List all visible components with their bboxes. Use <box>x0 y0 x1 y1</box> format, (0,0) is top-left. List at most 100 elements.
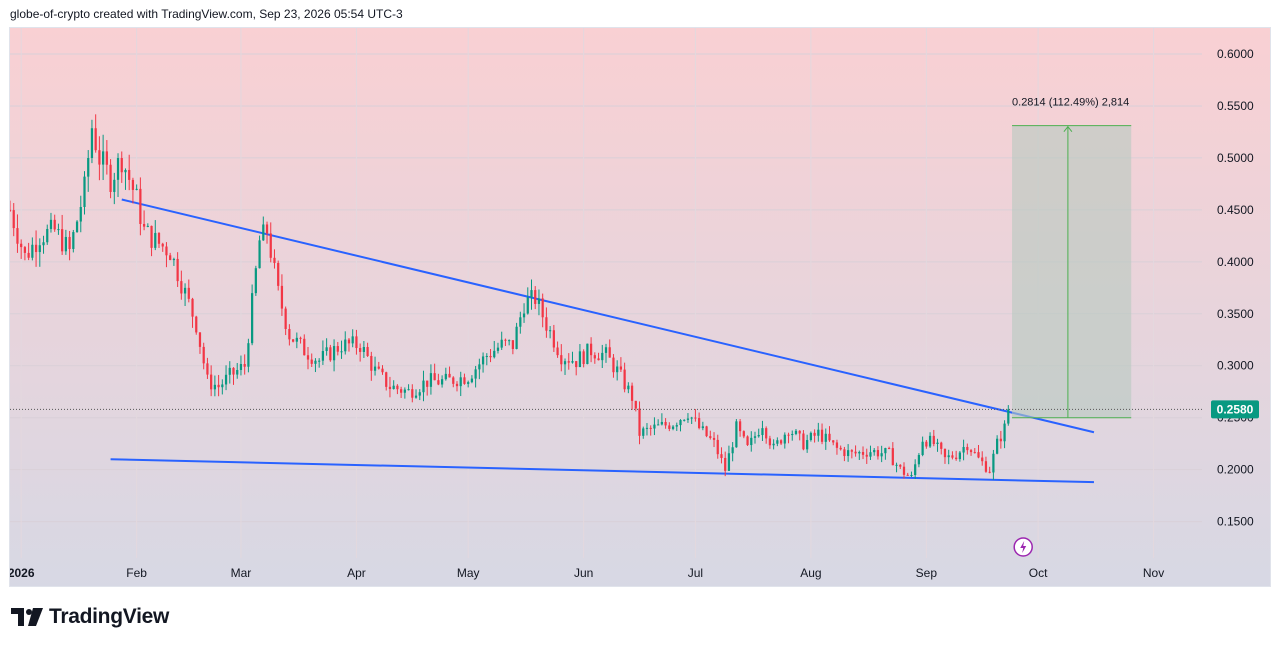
candle <box>571 351 574 364</box>
time-tick-label: Apr <box>347 566 366 580</box>
candle <box>940 441 943 455</box>
candle-body <box>42 242 45 246</box>
candle-body <box>388 386 392 390</box>
candle-body <box>232 367 235 375</box>
candle <box>616 360 619 381</box>
candle-body <box>657 424 660 426</box>
candle <box>273 249 276 269</box>
candle-body <box>90 128 94 159</box>
candle <box>627 382 630 394</box>
candle-body <box>247 343 250 367</box>
candle-body <box>589 343 593 356</box>
candle <box>318 358 321 368</box>
candle-body <box>198 332 202 347</box>
candle <box>370 351 373 381</box>
candle-body <box>683 419 686 421</box>
price-chart[interactable]: 0.2814 (112.49%) 2,814 0.15000.20000.250… <box>10 28 1271 587</box>
candle-body <box>530 290 533 298</box>
candle <box>474 365 477 388</box>
candle-body <box>798 430 801 434</box>
candle <box>310 353 313 367</box>
measure-arrow-head <box>1063 125 1073 132</box>
candle-body <box>508 340 511 342</box>
price-tick-label: 0.4500 <box>1217 203 1254 217</box>
candle <box>265 221 269 244</box>
candle-body <box>593 355 596 359</box>
candle-body <box>172 258 176 261</box>
candle-body <box>753 436 757 438</box>
candle <box>690 416 693 425</box>
candle-body <box>932 435 935 445</box>
candle <box>671 425 675 431</box>
candle-body <box>385 372 388 387</box>
candle-body <box>470 378 474 383</box>
candle <box>698 412 701 430</box>
candle <box>530 279 533 310</box>
candle-body <box>12 210 15 229</box>
candle-body <box>288 329 291 340</box>
candle-body <box>113 179 116 192</box>
candle <box>463 373 466 385</box>
candle <box>217 374 220 397</box>
candle-body <box>921 441 924 456</box>
candle-body <box>839 447 842 450</box>
candle <box>891 442 894 466</box>
candle-body <box>843 449 846 457</box>
candle-body <box>176 258 179 282</box>
candle <box>429 364 433 395</box>
chart-attribution: globe-of-crypto created with TradingView… <box>10 7 403 21</box>
candle <box>183 283 187 306</box>
candle <box>865 448 868 464</box>
candle-body <box>407 389 410 391</box>
candle <box>835 439 839 455</box>
candle-body <box>265 224 269 234</box>
candle <box>522 303 526 323</box>
candle <box>165 242 168 268</box>
candle-body <box>861 451 865 455</box>
candle <box>820 423 824 445</box>
candle <box>440 375 444 388</box>
candle-body <box>336 346 339 352</box>
candle <box>534 286 537 310</box>
candle <box>951 451 954 460</box>
candle <box>768 435 772 449</box>
candle-body <box>396 385 399 390</box>
candle-body <box>485 355 488 357</box>
candle-body <box>146 225 149 227</box>
tradingview-wordmark: TradingView <box>49 605 170 628</box>
candle <box>779 439 783 446</box>
candle-body <box>262 224 265 241</box>
candle <box>556 341 559 358</box>
candle <box>735 419 738 448</box>
candle <box>869 445 872 461</box>
tradingview-brand[interactable]: TradingView <box>11 605 169 629</box>
candle-body <box>314 360 317 364</box>
candle <box>828 426 831 442</box>
candle <box>902 462 906 479</box>
candle <box>258 235 261 269</box>
candle-body <box>571 361 574 363</box>
candle-body <box>534 290 537 304</box>
candle <box>236 362 239 379</box>
candle-body <box>500 339 503 348</box>
candle <box>809 431 812 442</box>
candle-body <box>567 361 570 363</box>
candle <box>955 450 958 461</box>
candle <box>325 338 328 356</box>
candle <box>630 382 634 410</box>
candle-body <box>403 389 406 393</box>
candle-body <box>165 246 168 256</box>
candle-body <box>560 355 563 365</box>
candle-body <box>20 243 23 248</box>
candle-body <box>928 435 932 447</box>
candle <box>31 237 34 261</box>
candle-body <box>575 361 578 368</box>
candle <box>634 400 637 412</box>
candle-body <box>902 466 906 475</box>
candle-body <box>917 455 921 465</box>
candle <box>914 459 917 480</box>
chart-area[interactable]: 0.2814 (112.49%) 2,814 0.15000.20000.250… <box>9 27 1271 587</box>
candle <box>291 339 295 343</box>
candle-body <box>940 442 943 449</box>
candle <box>999 430 1002 449</box>
